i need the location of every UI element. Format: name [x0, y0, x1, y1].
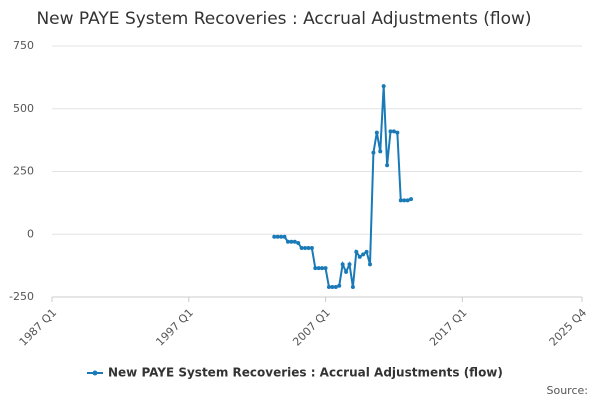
y-tick-label: 500 — [13, 102, 34, 115]
point — [371, 150, 376, 155]
point — [282, 234, 287, 239]
point — [285, 239, 290, 244]
point — [333, 284, 338, 289]
y-tick-label: 750 — [13, 39, 34, 52]
point — [275, 234, 280, 239]
point — [405, 198, 410, 203]
x-tick-label: 2025 Q4 — [547, 306, 590, 349]
line — [274, 86, 412, 288]
point — [398, 198, 403, 203]
point — [323, 266, 328, 271]
point — [320, 266, 325, 271]
point — [272, 234, 277, 239]
point — [381, 84, 386, 89]
y-tick-label: 0 — [27, 227, 34, 240]
point — [296, 241, 301, 246]
point — [364, 249, 369, 254]
point — [306, 246, 311, 251]
point — [316, 266, 321, 271]
x-tick-label: 2017 Q1 — [427, 306, 470, 349]
point — [337, 283, 342, 288]
point — [378, 149, 383, 154]
legend-label: New PAYE System Recoveries : Accrual Adj… — [108, 366, 503, 380]
point — [388, 129, 393, 134]
legend-marker — [92, 370, 98, 376]
x-tick-label: 1997 Q1 — [153, 306, 196, 349]
point — [340, 262, 345, 267]
point — [402, 198, 407, 203]
point — [330, 284, 335, 289]
x-tick-label: 2007 Q1 — [290, 306, 333, 349]
point — [354, 249, 359, 254]
point — [361, 252, 366, 257]
point — [347, 262, 352, 267]
point — [395, 130, 400, 135]
point — [303, 246, 308, 251]
source: Source: — [547, 384, 589, 397]
point — [292, 239, 297, 244]
point — [409, 197, 414, 202]
x-tick-label: 1987 Q1 — [17, 306, 60, 349]
point — [289, 239, 294, 244]
point — [357, 254, 362, 259]
y-tick-label: 250 — [13, 165, 34, 178]
point — [385, 163, 390, 168]
point — [374, 130, 379, 135]
point — [279, 234, 284, 239]
point — [299, 246, 304, 251]
y-tick-label: -250 — [9, 290, 34, 303]
point — [326, 284, 331, 289]
point — [313, 266, 318, 271]
point — [344, 269, 349, 274]
chart-title: New PAYE System Recoveries : Accrual Adj… — [36, 9, 531, 29]
point — [309, 246, 314, 251]
point — [368, 262, 372, 267]
point — [391, 129, 396, 134]
point — [350, 284, 355, 289]
